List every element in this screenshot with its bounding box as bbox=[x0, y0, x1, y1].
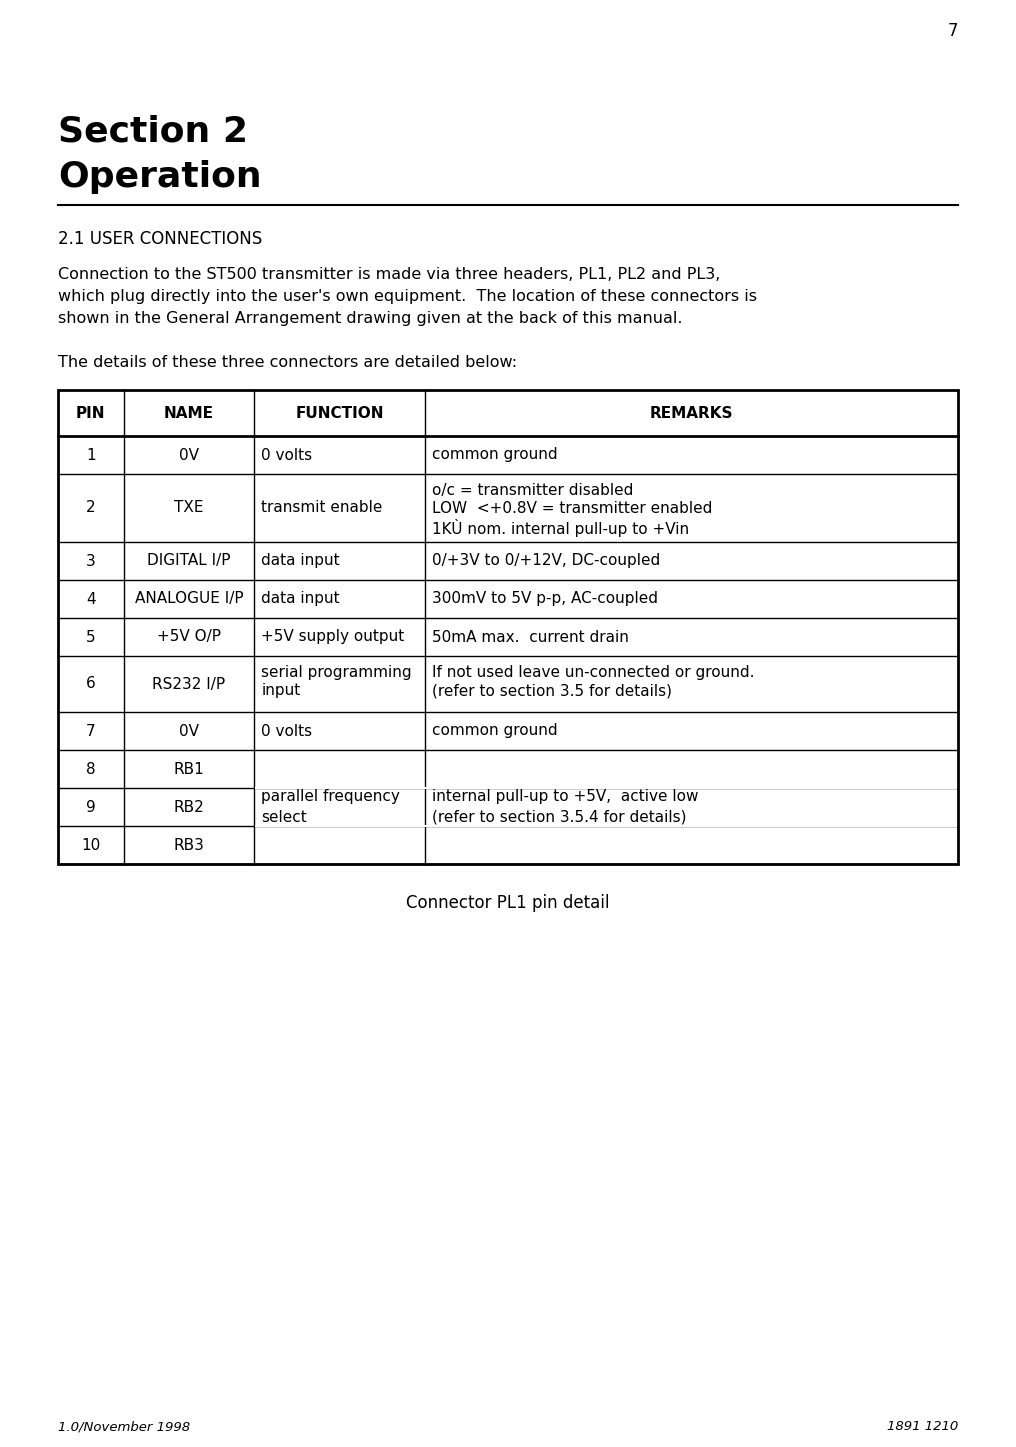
Text: common ground: common ground bbox=[432, 447, 558, 463]
Text: data input: data input bbox=[261, 554, 339, 569]
Text: RB2: RB2 bbox=[174, 800, 204, 815]
Text: 4: 4 bbox=[86, 592, 96, 606]
Text: parallel frequency
select: parallel frequency select bbox=[261, 789, 400, 825]
Text: FUNCTION: FUNCTION bbox=[296, 405, 384, 421]
Text: RS232 I/P: RS232 I/P bbox=[152, 677, 226, 692]
Text: Connector PL1 pin detail: Connector PL1 pin detail bbox=[406, 894, 610, 912]
Text: 1KÙ nom. internal pull-up to +Vin: 1KÙ nom. internal pull-up to +Vin bbox=[432, 519, 689, 537]
Text: 0/+3V to 0/+12V, DC-coupled: 0/+3V to 0/+12V, DC-coupled bbox=[432, 554, 660, 569]
Text: 0 volts: 0 volts bbox=[261, 724, 312, 738]
Text: RB3: RB3 bbox=[174, 838, 204, 852]
Text: 1: 1 bbox=[86, 447, 96, 463]
Text: 0V: 0V bbox=[179, 724, 199, 738]
Text: TXE: TXE bbox=[174, 501, 203, 515]
Text: 6: 6 bbox=[86, 677, 96, 692]
Text: 7: 7 bbox=[948, 22, 958, 41]
Text: o/c = transmitter disabled: o/c = transmitter disabled bbox=[432, 483, 634, 498]
Text: Operation: Operation bbox=[58, 161, 262, 194]
Text: +5V O/P: +5V O/P bbox=[156, 629, 220, 644]
Text: serial programming: serial programming bbox=[261, 666, 411, 680]
Bar bbox=[58, 391, 958, 864]
Text: DIGITAL I/P: DIGITAL I/P bbox=[147, 554, 231, 569]
Text: The details of these three connectors are detailed below:: The details of these three connectors ar… bbox=[58, 355, 517, 370]
Text: input: input bbox=[261, 683, 301, 697]
Text: 8: 8 bbox=[86, 761, 96, 777]
Text: internal pull-up to +5V,  active low
(refer to section 3.5.4 for details): internal pull-up to +5V, active low (ref… bbox=[432, 789, 699, 825]
Bar bbox=[255, 787, 957, 789]
Text: REMARKS: REMARKS bbox=[650, 405, 734, 421]
Text: 50mA max.  current drain: 50mA max. current drain bbox=[432, 629, 629, 644]
Text: 3: 3 bbox=[86, 554, 96, 569]
Text: Section 2: Section 2 bbox=[58, 114, 248, 149]
Text: If not used leave un-connected or ground.: If not used leave un-connected or ground… bbox=[432, 666, 755, 680]
Text: 1891 1210: 1891 1210 bbox=[887, 1420, 958, 1433]
Text: which plug directly into the user's own equipment.  The location of these connec: which plug directly into the user's own … bbox=[58, 289, 757, 304]
Text: +5V supply output: +5V supply output bbox=[261, 629, 404, 644]
Bar bbox=[255, 825, 957, 828]
Text: 2: 2 bbox=[86, 501, 96, 515]
Text: Connection to the ST500 transmitter is made via three headers, PL1, PL2 and PL3,: Connection to the ST500 transmitter is m… bbox=[58, 268, 720, 282]
Text: 1.0/November 1998: 1.0/November 1998 bbox=[58, 1420, 190, 1433]
Text: transmit enable: transmit enable bbox=[261, 501, 383, 515]
Text: 0V: 0V bbox=[179, 447, 199, 463]
Text: LOW  <+0.8V = transmitter enabled: LOW <+0.8V = transmitter enabled bbox=[432, 501, 712, 517]
Text: NAME: NAME bbox=[164, 405, 214, 421]
Text: shown in the General Arrangement drawing given at the back of this manual.: shown in the General Arrangement drawing… bbox=[58, 311, 683, 326]
Text: RB1: RB1 bbox=[174, 761, 204, 777]
Text: data input: data input bbox=[261, 592, 339, 606]
Text: ANALOGUE I/P: ANALOGUE I/P bbox=[135, 592, 243, 606]
Text: 300mV to 5V p-p, AC-coupled: 300mV to 5V p-p, AC-coupled bbox=[432, 592, 658, 606]
Text: 10: 10 bbox=[81, 838, 101, 852]
Text: 0 volts: 0 volts bbox=[261, 447, 312, 463]
Text: (refer to section 3.5 for details): (refer to section 3.5 for details) bbox=[432, 683, 673, 697]
Text: common ground: common ground bbox=[432, 724, 558, 738]
Text: PIN: PIN bbox=[76, 405, 106, 421]
Text: 5: 5 bbox=[86, 629, 96, 644]
Text: 2.1 USER CONNECTIONS: 2.1 USER CONNECTIONS bbox=[58, 230, 262, 247]
Text: 9: 9 bbox=[86, 800, 96, 815]
Text: 7: 7 bbox=[86, 724, 96, 738]
